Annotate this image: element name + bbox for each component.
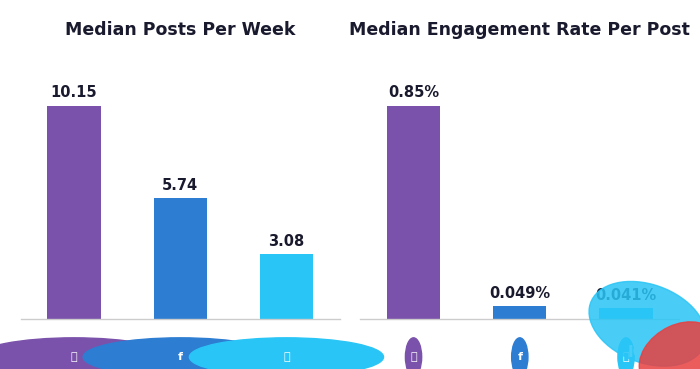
- Title: Median Engagement Rate Per Post: Median Engagement Rate Per Post: [349, 21, 690, 39]
- Text: 3.08: 3.08: [268, 234, 304, 249]
- Text: 5.74: 5.74: [162, 178, 198, 193]
- Bar: [494, 306, 547, 319]
- Circle shape: [83, 338, 277, 369]
- Circle shape: [618, 338, 634, 369]
- Text: f: f: [178, 352, 183, 362]
- Bar: [387, 106, 440, 319]
- Text: 🐦: 🐦: [283, 352, 290, 362]
- Text: 🐦: 🐦: [623, 352, 629, 362]
- Text: 0.049%: 0.049%: [489, 286, 550, 301]
- Text: 0.041%: 0.041%: [596, 288, 657, 303]
- Text: f: f: [517, 352, 522, 362]
- Title: Median Posts Per Week: Median Posts Per Week: [65, 21, 295, 39]
- Text: 📷: 📷: [410, 352, 417, 362]
- Text: 0.85%: 0.85%: [388, 85, 439, 100]
- Text: 📷: 📷: [71, 352, 77, 362]
- Circle shape: [405, 338, 421, 369]
- Bar: [48, 106, 101, 319]
- Circle shape: [190, 338, 384, 369]
- Bar: [260, 254, 313, 319]
- Text: IQ: IQ: [628, 345, 646, 360]
- Ellipse shape: [589, 282, 700, 366]
- Circle shape: [512, 338, 528, 369]
- Bar: [599, 308, 652, 319]
- Ellipse shape: [639, 322, 700, 369]
- Bar: [153, 198, 206, 319]
- Circle shape: [0, 338, 171, 369]
- Text: 10.15: 10.15: [50, 85, 97, 100]
- Text: Rival: Rival: [620, 323, 654, 336]
